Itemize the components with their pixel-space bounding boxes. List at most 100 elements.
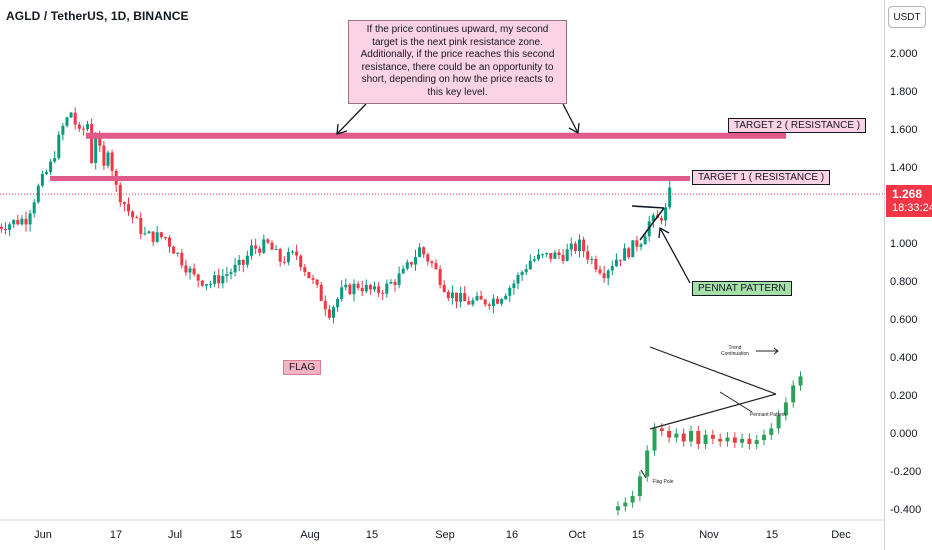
candle-body bbox=[528, 260, 532, 270]
candle-body bbox=[307, 272, 311, 279]
candle-body bbox=[352, 283, 356, 295]
x-tick-label: 17 bbox=[109, 529, 123, 541]
candle-body bbox=[393, 282, 397, 285]
bar-countdown: 18:33:24 bbox=[892, 202, 932, 214]
candle-body bbox=[221, 275, 225, 284]
candle-body bbox=[459, 293, 463, 302]
symbol-title: AGLD / TetherUS, 1D, BINANCE bbox=[6, 9, 189, 23]
y-tick-label: 1.800 bbox=[890, 86, 918, 98]
inset-candle-body bbox=[674, 433, 679, 438]
candle-body bbox=[336, 298, 340, 308]
candle-body bbox=[139, 217, 143, 234]
candle-body bbox=[122, 202, 126, 204]
candle-body bbox=[233, 264, 237, 273]
y-tick-label: 1.600 bbox=[890, 124, 918, 136]
target2-label: TARGET 2 ( RESISTANCE ) bbox=[728, 118, 867, 133]
inset-candle-body bbox=[718, 438, 723, 442]
candle-body bbox=[282, 261, 286, 263]
inset-candle-body bbox=[689, 431, 693, 442]
candle-body bbox=[471, 300, 475, 305]
candle-body bbox=[28, 213, 32, 225]
candle-body bbox=[508, 287, 512, 296]
candle-body bbox=[32, 202, 36, 214]
candle-body bbox=[49, 161, 53, 173]
price-axis[interactable] bbox=[884, 0, 932, 550]
candle-body bbox=[434, 263, 438, 269]
candle-body bbox=[491, 298, 495, 306]
candle-body bbox=[237, 259, 241, 265]
candle-body bbox=[118, 184, 122, 203]
candle-body bbox=[262, 239, 266, 253]
y-tick-label: 0.200 bbox=[890, 390, 918, 402]
candle-body bbox=[573, 243, 577, 251]
inset-candle-body bbox=[681, 433, 686, 442]
x-tick-label: Jul bbox=[167, 529, 183, 541]
candle-body bbox=[61, 125, 65, 135]
candle-body bbox=[295, 251, 299, 256]
inset-candle-body bbox=[754, 440, 759, 444]
candle-body bbox=[40, 173, 44, 186]
candle-body bbox=[102, 145, 106, 166]
candle-body bbox=[516, 275, 520, 284]
candle-body bbox=[8, 224, 12, 230]
candle-body bbox=[77, 124, 81, 129]
candle-body bbox=[422, 247, 426, 255]
candle-body bbox=[418, 247, 422, 258]
inset-candle-body bbox=[630, 496, 635, 503]
candle-body bbox=[373, 286, 376, 290]
candle-body bbox=[356, 283, 360, 288]
candle-body bbox=[225, 274, 229, 276]
candle-body bbox=[323, 300, 327, 310]
candle-body bbox=[24, 218, 28, 225]
candle-body bbox=[254, 245, 258, 249]
x-tick-label: 15 bbox=[631, 529, 645, 541]
candle-body bbox=[668, 187, 672, 208]
candle-body bbox=[168, 237, 171, 247]
candle-body bbox=[409, 262, 413, 265]
candle-body bbox=[364, 284, 368, 292]
candle-body bbox=[438, 268, 442, 285]
candle-body bbox=[651, 215, 655, 222]
target1-resistance-band bbox=[50, 176, 690, 181]
candle-body bbox=[500, 299, 504, 304]
candle-body bbox=[127, 203, 130, 212]
inset-candle-body bbox=[710, 434, 715, 439]
candles bbox=[0, 107, 672, 324]
inset-candle-body bbox=[740, 438, 745, 443]
candle-body bbox=[442, 284, 446, 292]
candle-body bbox=[578, 239, 581, 251]
x-tick-label: 15 bbox=[365, 529, 379, 541]
candle-body bbox=[106, 152, 110, 166]
y-tick-label: 0.000 bbox=[890, 428, 918, 440]
candle-body bbox=[643, 236, 647, 245]
x-tick-label: Jun bbox=[34, 529, 52, 541]
candle-body bbox=[94, 137, 98, 164]
y-tick-label: -0.400 bbox=[890, 504, 922, 516]
inset-trend-arrowhead bbox=[773, 347, 779, 355]
inset-candle-body bbox=[623, 502, 628, 507]
currency-button[interactable]: USDT bbox=[888, 6, 926, 28]
inset-pennant-label: Pennant Pattern bbox=[749, 412, 787, 418]
candle-body bbox=[20, 218, 24, 225]
candle-body bbox=[565, 249, 569, 261]
candle-body bbox=[204, 284, 208, 286]
candle-body bbox=[619, 259, 622, 261]
candle-body bbox=[553, 252, 557, 259]
candle-body bbox=[291, 251, 294, 253]
inset-candle-body bbox=[667, 431, 672, 438]
candle-body bbox=[319, 284, 323, 301]
candle-body bbox=[192, 268, 196, 275]
candle-body bbox=[159, 232, 163, 238]
candle-body bbox=[332, 307, 335, 318]
candle-body bbox=[327, 309, 331, 318]
candle-body bbox=[258, 248, 262, 253]
pennant-bottom-line bbox=[639, 207, 665, 241]
candle-body bbox=[57, 134, 61, 159]
candle-body bbox=[463, 293, 467, 302]
candle-body bbox=[623, 248, 627, 261]
candle-body bbox=[274, 249, 278, 251]
candle-body bbox=[664, 207, 668, 221]
y-tick-label: -0.200 bbox=[890, 466, 922, 478]
candle-body bbox=[16, 219, 20, 225]
